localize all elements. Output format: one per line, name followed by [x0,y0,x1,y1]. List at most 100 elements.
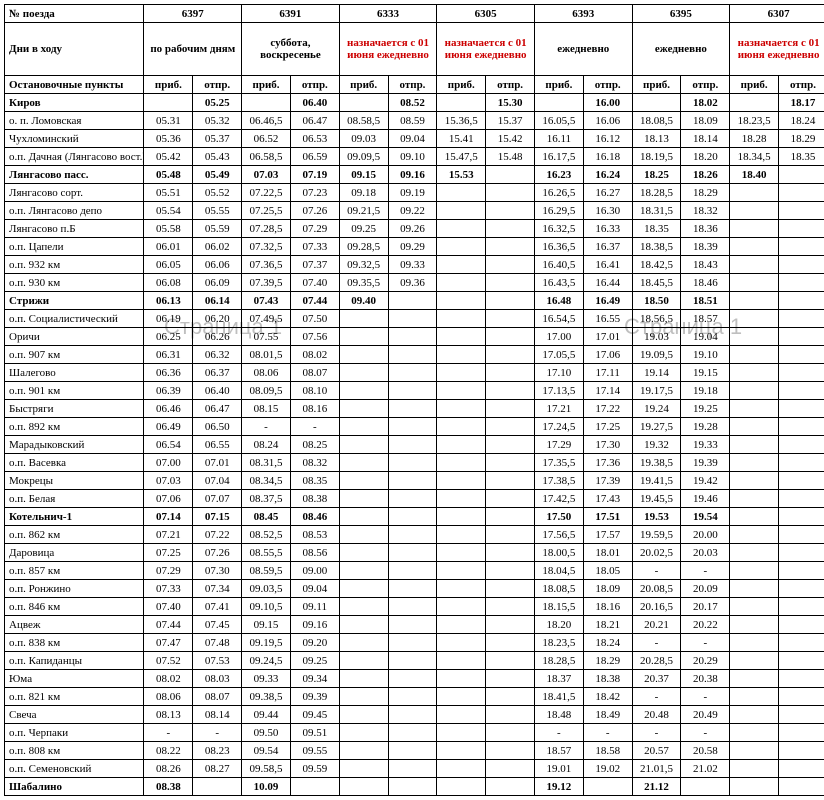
hdr-arr: приб. [730,76,779,94]
time-arr: 15.53 [437,166,486,184]
time-dep: 09.20 [290,634,339,652]
time-arr: 08.34,5 [242,472,291,490]
time-arr [437,652,486,670]
time-arr: 08.38 [144,778,193,796]
time-dep: 16.18 [583,148,632,166]
time-arr: 20.16,5 [632,598,681,616]
time-arr: 18.19,5 [632,148,681,166]
time-dep: 20.09 [681,580,730,598]
hdr-dep: отпр. [779,76,824,94]
time-dep [388,436,437,454]
time-arr [730,454,779,472]
time-dep [388,634,437,652]
time-dep [388,454,437,472]
time-dep [388,562,437,580]
time-dep [388,472,437,490]
time-dep: 16.24 [583,166,632,184]
time-dep: 17.36 [583,454,632,472]
station-name: Шалегово [5,364,144,382]
time-dep [779,454,824,472]
station-name: Юма [5,670,144,688]
time-dep [486,580,535,598]
time-arr: 19.32 [632,436,681,454]
time-dep [779,472,824,490]
time-dep [486,508,535,526]
station-name: о.п. Черпаки [5,724,144,742]
time-arr [437,94,486,112]
time-arr: 06.01 [144,238,193,256]
time-dep: 16.06 [583,112,632,130]
time-dep: 08.38 [290,490,339,508]
time-arr [730,526,779,544]
time-dep [486,400,535,418]
time-arr [437,616,486,634]
time-arr [534,94,583,112]
time-dep: 09.39 [290,688,339,706]
time-dep: 09.25 [290,652,339,670]
time-arr [730,184,779,202]
station-name: Оричи [5,328,144,346]
time-dep [486,724,535,742]
hdr-dep: отпр. [486,76,535,94]
train-no: 6307 [730,5,824,23]
time-arr: 05.51 [144,184,193,202]
time-arr [437,508,486,526]
time-dep [486,328,535,346]
time-arr: 09.03,5 [242,580,291,598]
time-dep: 07.37 [290,256,339,274]
time-dep: 07.44 [290,292,339,310]
time-dep: 08.07 [193,688,242,706]
time-arr: 19.01 [534,760,583,778]
time-dep: 06.20 [193,310,242,328]
time-dep: 05.32 [193,112,242,130]
time-dep: 09.36 [388,274,437,292]
time-arr: 06.36 [144,364,193,382]
time-arr [437,382,486,400]
time-arr [339,310,388,328]
station-name: о.п. 821 км [5,688,144,706]
time-arr: 19.09,5 [632,346,681,364]
time-dep: 18.20 [681,148,730,166]
time-arr: 07.40 [144,598,193,616]
time-arr [730,544,779,562]
station-name: о.п. Лянгасово депо [5,202,144,220]
time-dep: 07.29 [290,220,339,238]
time-dep [388,400,437,418]
time-dep [779,616,824,634]
time-arr: 07.03 [242,166,291,184]
time-arr: 18.35 [632,220,681,238]
time-dep: 17.22 [583,400,632,418]
time-arr [144,94,193,112]
time-arr [437,418,486,436]
time-arr: 09.19,5 [242,634,291,652]
time-dep [779,670,824,688]
time-arr: 16.48 [534,292,583,310]
time-dep [486,382,535,400]
time-dep: 18.05 [583,562,632,580]
time-dep: 09.51 [290,724,339,742]
time-arr: 07.32,5 [242,238,291,256]
time-arr [339,400,388,418]
station-name: о.п. Белая [5,490,144,508]
time-dep: 19.10 [681,346,730,364]
time-arr [437,292,486,310]
time-dep [486,562,535,580]
station-name: Лянгасово п.Б [5,220,144,238]
time-arr: 19.38,5 [632,454,681,472]
time-dep: 18.43 [681,256,730,274]
time-arr [437,454,486,472]
time-arr: - [632,724,681,742]
hdr-dep: отпр. [290,76,339,94]
time-dep [779,238,824,256]
time-arr: 18.45,5 [632,274,681,292]
time-arr [730,742,779,760]
time-dep [388,346,437,364]
time-dep: - [681,688,730,706]
time-arr: 16.26,5 [534,184,583,202]
time-arr: 07.25,5 [242,202,291,220]
time-arr: 07.22,5 [242,184,291,202]
time-dep: 20.49 [681,706,730,724]
station-name: о.п. 930 км [5,274,144,292]
station-name: о.п. Дачная (Лянгасово вост.) [5,148,144,166]
time-dep: 05.37 [193,130,242,148]
